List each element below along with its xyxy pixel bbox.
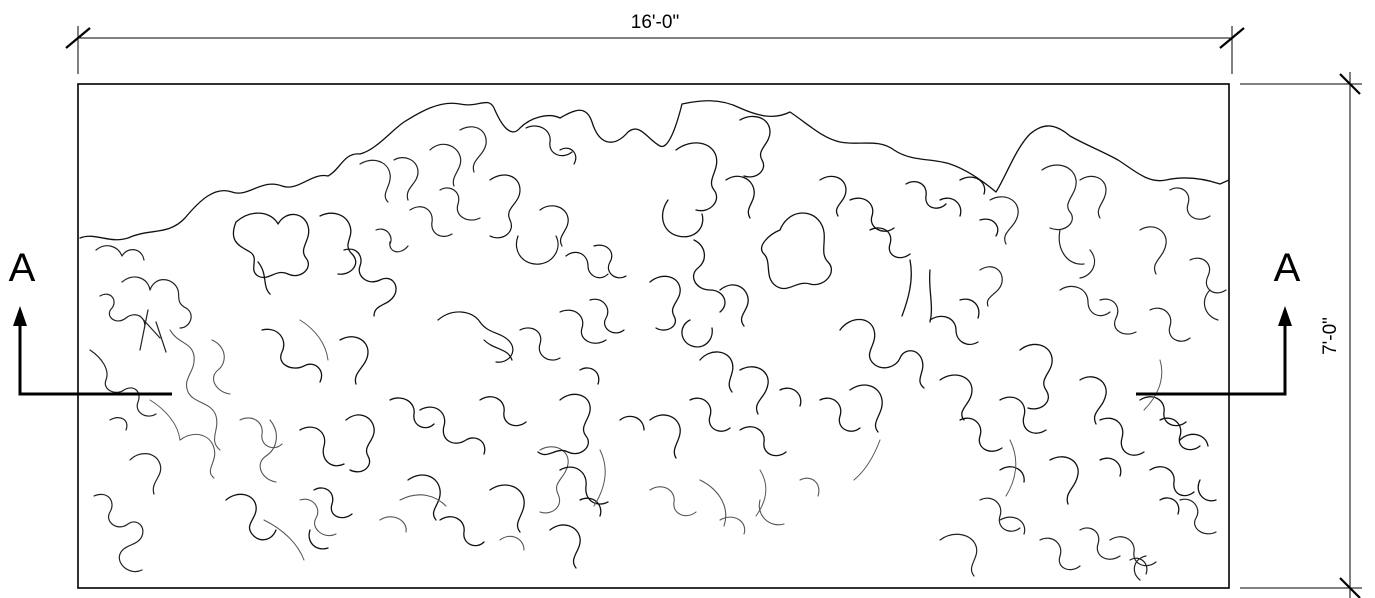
section-cut-line-left xyxy=(18,320,172,396)
pattern-leaf-cluster-lower-left xyxy=(225,396,527,550)
section-label-left: A xyxy=(9,246,36,290)
pattern-leaf-cluster-bottom-right xyxy=(939,497,1217,581)
pattern-leaf-cluster-right-b xyxy=(979,164,1227,342)
section-arrow-right-icon xyxy=(1278,306,1292,326)
height-dimension: 7'-0" xyxy=(1240,72,1362,598)
pattern-vein-lines xyxy=(149,319,1163,561)
height-tick-bottom xyxy=(1339,577,1361,598)
section-label-right: A xyxy=(1274,246,1301,290)
pattern-leaf-cluster-left xyxy=(89,245,192,573)
pattern-leaf-cluster-a xyxy=(232,212,397,385)
section-marker-left: A xyxy=(9,246,172,396)
pattern-leaf-cluster-lower-center xyxy=(537,351,883,569)
pattern-leaf-cluster-c xyxy=(437,125,627,363)
pattern-leaf-cluster-b xyxy=(359,126,487,253)
width-dimension: 16'-0" xyxy=(65,12,1245,74)
pattern-leaf-cluster-right-a xyxy=(761,175,999,389)
pattern-skyline xyxy=(79,100,1230,241)
section-marker-right: A xyxy=(1136,246,1301,396)
height-dimension-label: 7'-0" xyxy=(1320,317,1341,355)
foliage-cut-pattern xyxy=(79,100,1230,581)
pattern-leaf-cluster-lower-right xyxy=(939,343,1217,515)
pattern-leaf-cluster-left-light xyxy=(169,329,283,479)
width-tick-right xyxy=(1219,27,1245,49)
section-cut-line-right xyxy=(1136,320,1287,396)
section-arrow-left-icon xyxy=(13,306,27,326)
panel-outline xyxy=(77,83,1230,589)
height-tick-top xyxy=(1339,73,1361,95)
pattern-leaf-cluster-lower-light xyxy=(259,419,820,551)
pattern-leaf-cluster-center xyxy=(649,115,771,348)
width-dimension-label: 16'-0" xyxy=(631,12,679,33)
width-tick-left xyxy=(65,27,91,49)
